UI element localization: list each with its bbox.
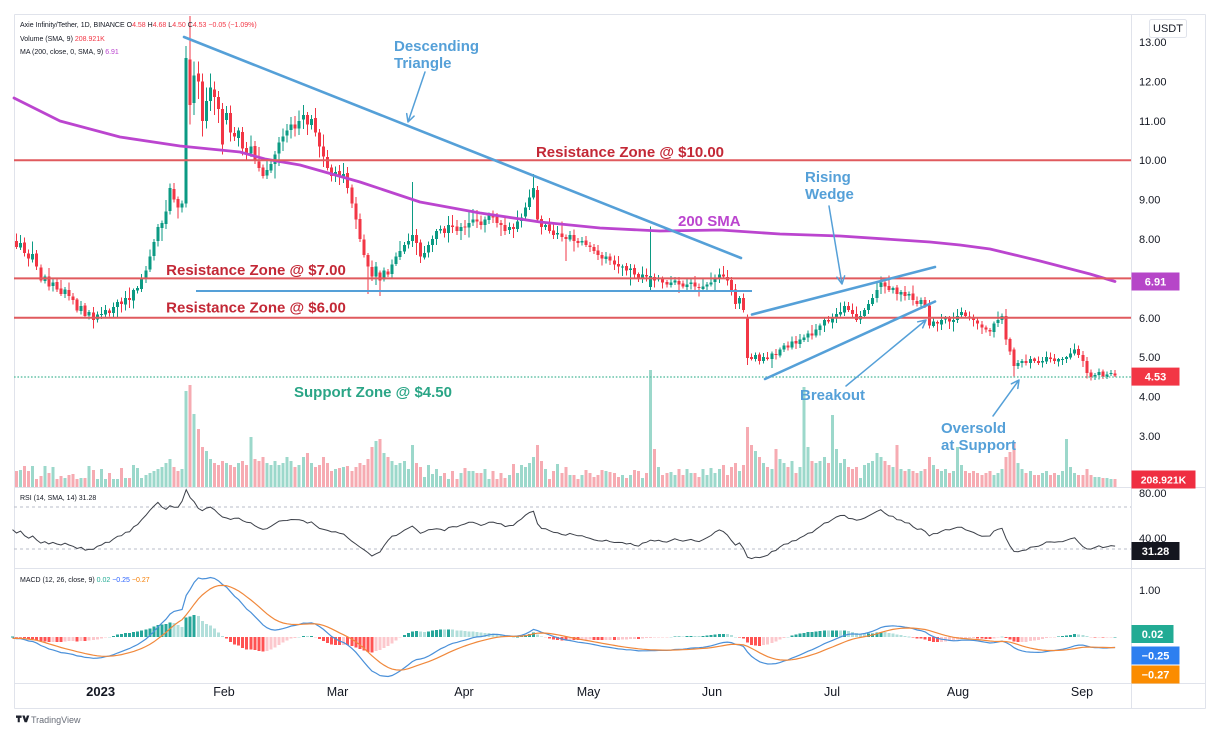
svg-text:2023: 2023	[86, 684, 115, 699]
svg-text:1.00: 1.00	[1139, 585, 1160, 597]
svg-text:6.00: 6.00	[1139, 313, 1160, 325]
svg-text:80.00: 80.00	[1139, 488, 1167, 500]
svg-text:12.00: 12.00	[1139, 76, 1167, 88]
svg-text:Aug: Aug	[947, 685, 969, 699]
svg-text:RSI (14, SMA, 14) 31.28: RSI (14, SMA, 14) 31.28	[20, 495, 96, 502]
svg-text:6.91: 6.91	[1145, 277, 1166, 289]
svg-text:Wedge: Wedge	[805, 186, 854, 203]
svg-text:10.00: 10.00	[1139, 155, 1167, 167]
svg-text:Oversold: Oversold	[941, 420, 1006, 437]
svg-text:Volume (SMA, 9) 208.921K: Volume (SMA, 9) 208.921K	[20, 36, 105, 43]
svg-text:Jul: Jul	[824, 685, 840, 699]
svg-text:9.00: 9.00	[1139, 195, 1160, 207]
svg-text:3.00: 3.00	[1139, 431, 1160, 443]
svg-text:5.00: 5.00	[1139, 352, 1160, 364]
svg-text:13.00: 13.00	[1139, 37, 1167, 49]
svg-text:31.28: 31.28	[1142, 546, 1170, 558]
svg-text:MA (200, close, 0, SMA, 9) 6.: MA (200, close, 0, SMA, 9) 6.91	[20, 49, 119, 56]
svg-text:−0.25: −0.25	[1142, 651, 1170, 663]
svg-text:Resistance Zone @ $10.00: Resistance Zone @ $10.00	[536, 144, 724, 161]
svg-text:11.00: 11.00	[1139, 116, 1166, 128]
svg-text:Rising: Rising	[805, 169, 851, 186]
svg-text:at Support: at Support	[941, 437, 1016, 454]
svg-text:Resistance Zone @ $6.00: Resistance Zone @ $6.00	[166, 300, 346, 317]
svg-text:Mar: Mar	[327, 685, 349, 699]
svg-text:200 SMA: 200 SMA	[678, 213, 741, 230]
svg-text:Apr: Apr	[454, 685, 473, 699]
svg-text:208.921K: 208.921K	[1141, 475, 1187, 487]
svg-text:Axie Infinity/Tether, 1D, BINA: Axie Infinity/Tether, 1D, BINANCE O4.58 …	[20, 22, 257, 29]
svg-text:Descending: Descending	[394, 38, 479, 55]
svg-text:Resistance Zone @ $7.00: Resistance Zone @ $7.00	[166, 262, 346, 279]
svg-text:MACD (12, 26, close, 9) 0.02: MACD (12, 26, close, 9) 0.02 −0.25 −0.27	[20, 577, 150, 584]
svg-text:Feb: Feb	[213, 685, 235, 699]
svg-text:0.02: 0.02	[1142, 629, 1163, 641]
svg-text:USDT: USDT	[1153, 23, 1183, 35]
svg-text:Support Zone @ $4.50: Support Zone @ $4.50	[294, 384, 452, 401]
svg-text:TradingView: TradingView	[31, 715, 81, 725]
svg-text:4.00: 4.00	[1139, 392, 1160, 404]
svg-text:4.53: 4.53	[1145, 372, 1166, 384]
svg-text:8.00: 8.00	[1139, 234, 1160, 246]
svg-text:−0.27: −0.27	[1142, 670, 1170, 682]
svg-text:Breakout: Breakout	[800, 387, 865, 404]
svg-text:Jun: Jun	[702, 685, 722, 699]
svg-text:Triangle: Triangle	[394, 55, 452, 72]
svg-text:Sep: Sep	[1071, 685, 1093, 699]
svg-text:May: May	[577, 685, 601, 699]
